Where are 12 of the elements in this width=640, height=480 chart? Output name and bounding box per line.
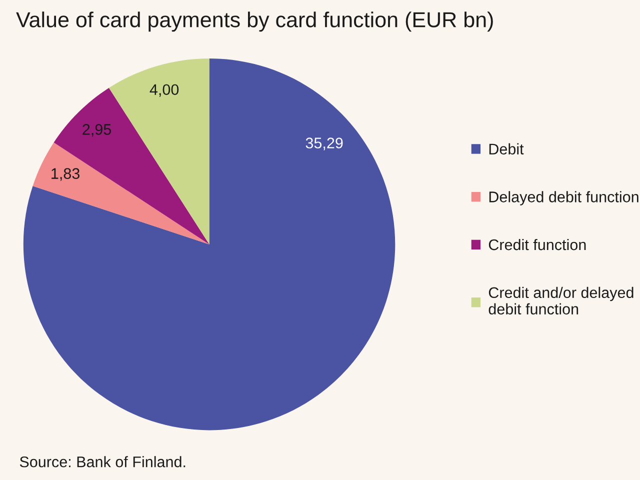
chart-title: Value of card payments by card function (EUR bn): [16, 12, 493, 32]
data-label: 4,00: [150, 84, 179, 97]
legend-label: Credit function: [488, 238, 586, 250]
source-note: Source: Bank of Finland.: [20, 456, 186, 468]
legend-label: Credit and/or delayed debit function: [488, 286, 634, 315]
legend-label: Debit: [489, 143, 524, 154]
data-label: 35,29: [306, 138, 343, 150]
pie-slice: [32, 142, 210, 244]
data-label: 1,83: [52, 168, 80, 181]
legend-label: Delayed debit function: [489, 191, 638, 206]
data-label: 2,95: [82, 124, 112, 137]
pie-slice: [23, 58, 396, 430]
